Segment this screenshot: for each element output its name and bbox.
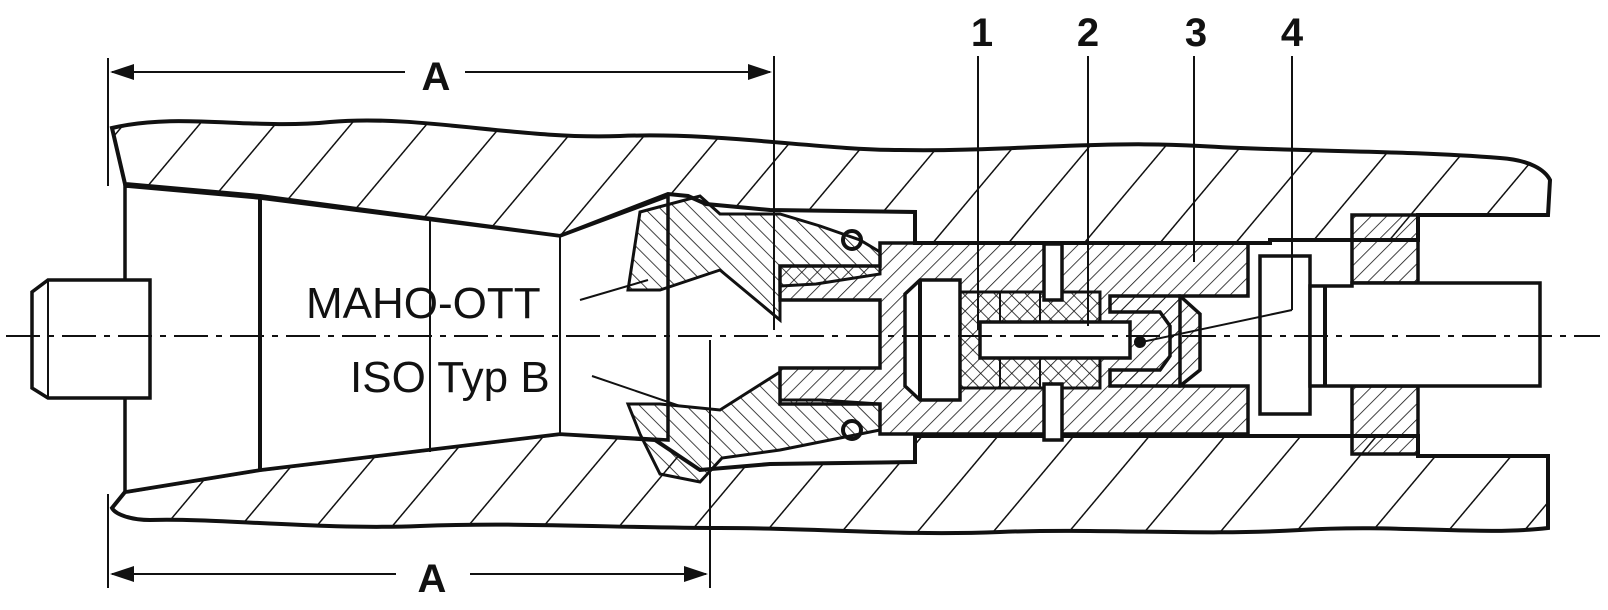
leader-4-lower [1141, 309, 1293, 343]
lock-pin-upper [1042, 242, 1064, 302]
spindle-wall-lower [109, 431, 1550, 536]
leader-iso-typ-b [591, 375, 681, 407]
check-ball [1134, 336, 1146, 348]
dim-bottom-arrow-right [684, 566, 708, 582]
spindle-wall-upper [109, 118, 1553, 245]
callout-4: 4 [1281, 11, 1304, 55]
collet-label-maho-ott: MAHO-OTT [306, 279, 541, 328]
rear-nut-upper [1350, 213, 1420, 285]
collet-label-iso-typ-b: ISO Typ B [350, 353, 550, 402]
dimension-label-bottom: A [418, 557, 447, 601]
pull-stud-head [903, 278, 962, 402]
callout-3: 3 [1185, 11, 1207, 55]
o-ring-lower [841, 419, 863, 441]
lock-pin-lower [1042, 382, 1064, 442]
dim-top-arrow-left [110, 64, 134, 80]
o-ring-upper [841, 229, 863, 251]
dimension-label-top: A [422, 55, 451, 99]
inner-shaft [978, 320, 1132, 360]
piston-cap [1108, 294, 1202, 388]
rear-nut-lower [1350, 384, 1420, 456]
callout-2: 2 [1077, 11, 1099, 55]
leader-maho-ott [579, 279, 649, 301]
dim-top-arrow-right [748, 64, 772, 80]
rear-shaft [1308, 281, 1542, 388]
tool-shank-stub [30, 278, 152, 400]
dim-bottom-arrow-left [110, 566, 134, 582]
callout-1: 1 [971, 11, 993, 55]
